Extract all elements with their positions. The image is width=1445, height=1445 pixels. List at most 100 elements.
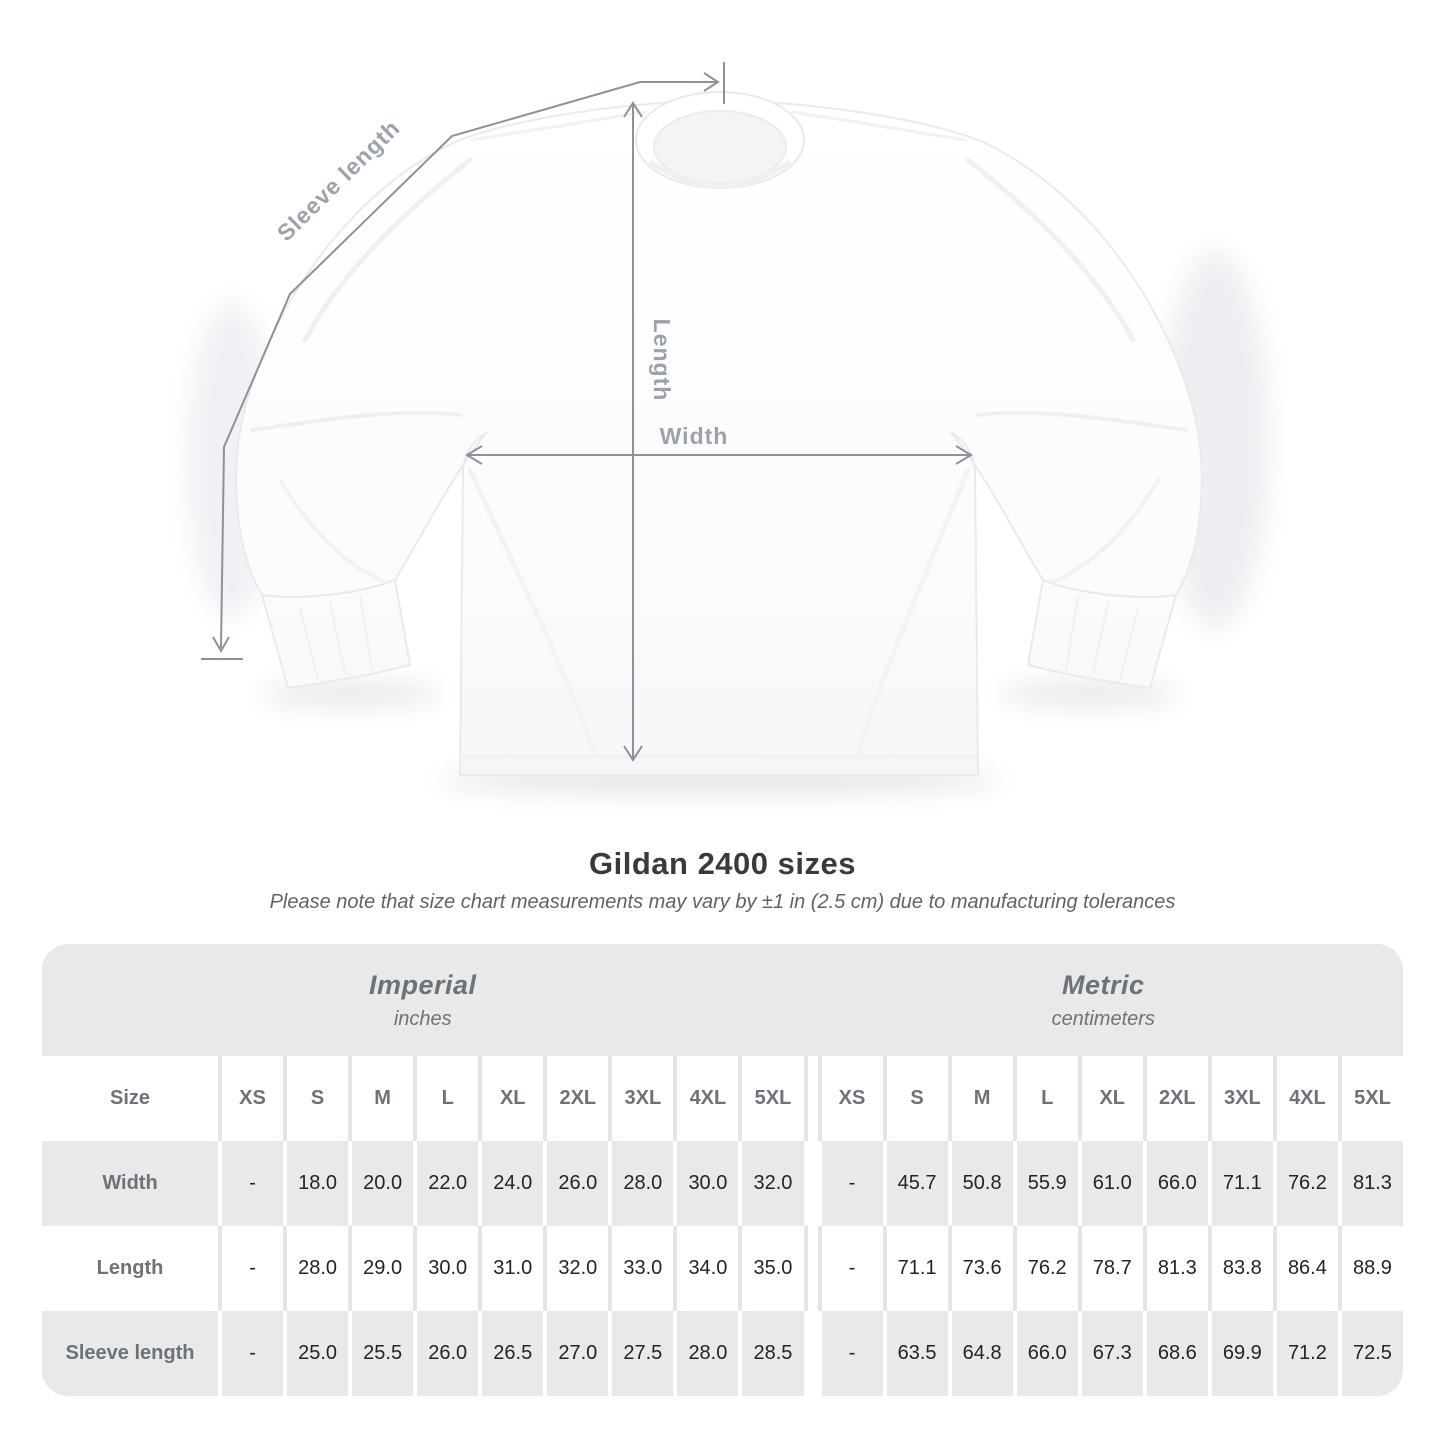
table-cell: 24.0	[478, 1141, 543, 1226]
table-cell: -	[218, 1226, 283, 1311]
size-col-header: XS	[218, 1056, 283, 1141]
size-col-header: 3XL	[608, 1056, 673, 1141]
measurement-lines	[201, 62, 973, 762]
size-col-header: M	[947, 1056, 1013, 1141]
table-cell: 26.0	[543, 1141, 608, 1226]
table-cell: 69.9	[1207, 1311, 1273, 1396]
size-col-header: XS	[817, 1056, 883, 1141]
metric-header: Metric	[1061, 969, 1145, 1000]
long-sleeve-shirt-illustration: Sleeve length Length Width	[187, 62, 1270, 794]
table-gap	[803, 1141, 818, 1226]
imperial-header: Imperial	[368, 969, 477, 1000]
size-col-header: XL	[478, 1056, 543, 1141]
table-cell: 50.8	[947, 1141, 1013, 1226]
table-cell: 86.4	[1272, 1226, 1338, 1311]
table-cell: 33.0	[608, 1226, 673, 1311]
table-cell: 28.0	[673, 1311, 738, 1396]
table-cell: 73.6	[947, 1226, 1013, 1311]
table-cell: 88.9	[1337, 1226, 1403, 1311]
table-row-width: Width - 18.0 20.0 22.0 24.0 26.0 28.0 30…	[42, 1141, 1403, 1226]
table-cell: 25.5	[348, 1311, 413, 1396]
table-cell: 72.5	[1337, 1311, 1403, 1396]
table-cell: 27.0	[543, 1311, 608, 1396]
unit-header-row: Imperial inches Metric centimeters	[42, 944, 1403, 1056]
table-cell: 45.7	[882, 1141, 948, 1226]
table-cell: 55.9	[1012, 1141, 1078, 1226]
table-cell: 31.0	[478, 1226, 543, 1311]
size-chart-table: Imperial inches Metric centimeters Size …	[42, 944, 1403, 1396]
size-row-label: Size	[109, 1087, 151, 1109]
metric-header-group: Metric centimeters	[804, 970, 1404, 1031]
size-col-header: 4XL	[1272, 1056, 1338, 1141]
fabric-folds	[250, 110, 1188, 759]
size-header-row: Size XS S M L XL 2XL 3XL 4XL 5XL XS S M …	[42, 1056, 1403, 1141]
table-cell: 61.0	[1077, 1141, 1143, 1226]
table-cell: 71.1	[882, 1226, 948, 1311]
table-cell: 29.0	[348, 1226, 413, 1311]
size-col-header: L	[1012, 1056, 1078, 1141]
table-cell: 28.5	[738, 1311, 803, 1396]
length-measure	[623, 101, 643, 762]
imperial-unit-label: inches	[393, 1007, 452, 1030]
table-cell: 30.0	[413, 1226, 478, 1311]
table-cell: 35.0	[738, 1226, 803, 1311]
table-cell: 22.0	[413, 1141, 478, 1226]
table-cell: 76.2	[1012, 1226, 1078, 1311]
size-col-header: 5XL	[1337, 1056, 1403, 1141]
table-cell: 63.5	[882, 1311, 948, 1396]
table-cell: -	[817, 1311, 883, 1396]
table-cell: 32.0	[543, 1226, 608, 1311]
table-cell: 34.0	[673, 1226, 738, 1311]
table-cell: 32.0	[738, 1141, 803, 1226]
table-cell: 20.0	[348, 1141, 413, 1226]
size-col-header: M	[348, 1056, 413, 1141]
table-cell: -	[218, 1311, 283, 1396]
table-cell: -	[218, 1141, 283, 1226]
table-cell: 26.0	[413, 1311, 478, 1396]
table-cell: 25.0	[283, 1311, 348, 1396]
page-title: Gildan 2400 sizes	[589, 846, 856, 881]
table-row-sleeve-length: Sleeve length - 25.0 25.5 26.0 26.5 27.0…	[42, 1311, 1403, 1396]
table-cell: 83.8	[1207, 1226, 1273, 1311]
table-cell: 81.3	[1142, 1226, 1208, 1311]
size-col-header: 5XL	[738, 1056, 803, 1141]
size-col-header: 2XL	[1142, 1056, 1208, 1141]
table-cell: 66.0	[1142, 1141, 1208, 1226]
row-label: Length	[96, 1257, 164, 1279]
size-col-header: 3XL	[1207, 1056, 1273, 1141]
table-cell: 68.6	[1142, 1311, 1208, 1396]
table-cell: 78.7	[1077, 1226, 1143, 1311]
size-col-header: L	[413, 1056, 478, 1141]
table-gap	[803, 1056, 818, 1141]
table-cell: 28.0	[608, 1141, 673, 1226]
table-gap	[803, 1311, 818, 1396]
table-cell: -	[817, 1141, 883, 1226]
table-cell: 28.0	[283, 1226, 348, 1311]
size-col-header: S	[283, 1056, 348, 1141]
table-cell: 64.8	[947, 1311, 1013, 1396]
table-cell: 71.2	[1272, 1311, 1338, 1396]
length-label: Length	[649, 319, 675, 402]
size-col-header: 4XL	[673, 1056, 738, 1141]
width-label: Width	[660, 423, 729, 449]
size-col-header: S	[882, 1056, 948, 1141]
size-col-header: 2XL	[543, 1056, 608, 1141]
table-cell: -	[817, 1226, 883, 1311]
sleeve-length-measure	[201, 62, 725, 660]
row-label: Width	[102, 1172, 158, 1194]
table-cell: 26.5	[478, 1311, 543, 1396]
metric-unit-label: centimeters	[1051, 1007, 1155, 1030]
cuffs	[261, 579, 1177, 681]
width-measure	[465, 445, 973, 465]
table-cell: 18.0	[283, 1141, 348, 1226]
table-cell: 30.0	[673, 1141, 738, 1226]
size-col-header: XL	[1077, 1056, 1143, 1141]
table-cell: 66.0	[1012, 1311, 1078, 1396]
shirt-body	[235, 91, 1203, 776]
table-cell: 76.2	[1272, 1141, 1338, 1226]
collar	[635, 91, 805, 189]
table-cell: 81.3	[1337, 1141, 1403, 1226]
table-row-length: Length - 28.0 29.0 30.0 31.0 32.0 33.0 3…	[42, 1226, 1403, 1311]
table-gap	[803, 1226, 818, 1311]
table-cell: 71.1	[1207, 1141, 1273, 1226]
